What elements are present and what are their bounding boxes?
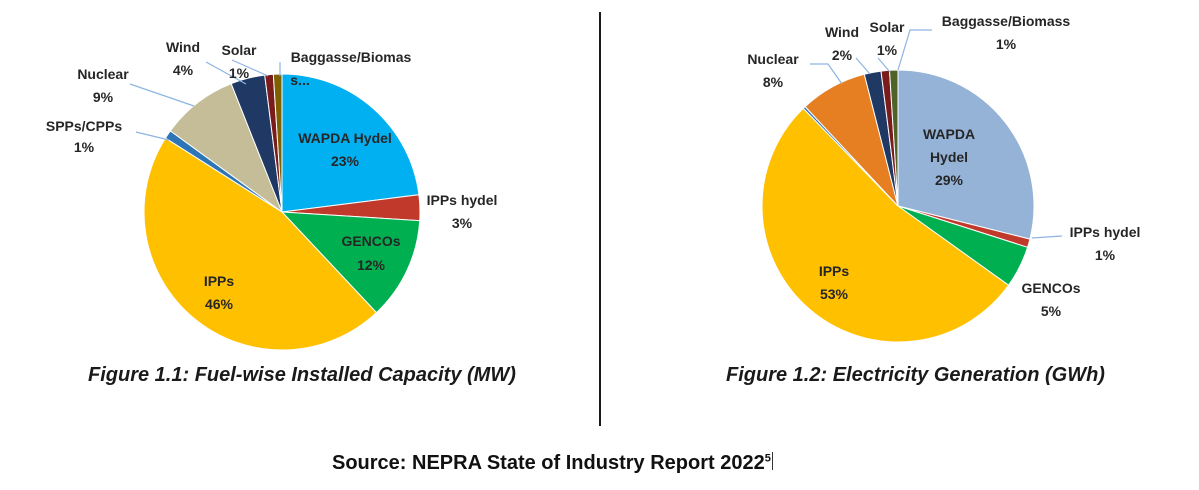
- leader-line-solar-2: [877, 57, 891, 73]
- pie-chart-electricity-generation: [761, 69, 1035, 343]
- label2-biomass-pct: 1%: [996, 36, 1017, 52]
- leader-line-nuclear: [129, 83, 195, 107]
- leader-line-nuclear-2: [810, 63, 843, 85]
- label2-solar-pct: 1%: [877, 42, 898, 58]
- label2-ippshydel-name: IPPs hydel: [1070, 224, 1141, 240]
- label2-ippshydel-pct: 1%: [1095, 247, 1116, 263]
- label-biomass-line1: Baggasse/Biomas: [291, 49, 412, 65]
- label2-gencos-pct: 5%: [1041, 303, 1062, 319]
- leader-line-ippshydel-2: [1031, 235, 1063, 239]
- label2-solar-name: Solar: [869, 19, 905, 35]
- label2-wind-pct: 2%: [832, 47, 853, 63]
- label-wind-pct: 4%: [173, 62, 194, 78]
- label2-gencos-name: GENCOs: [1021, 280, 1080, 296]
- label-spps-name: SPPs/CPPs: [46, 118, 122, 134]
- label-ippshydel-name: IPPs hydel: [427, 192, 498, 208]
- figure-caption-electricity-generation: Figure 1.2: Electricity Generation (GWh): [726, 364, 1105, 386]
- pie-slice-ipps: [761, 107, 1010, 343]
- pie-slice-wapda-hydel: [897, 69, 1035, 240]
- label2-wapda-pct: 29%: [935, 172, 964, 188]
- label-wapda-name: WAPDA Hydel: [298, 130, 392, 146]
- text-cursor-mark: [771, 452, 773, 470]
- pie-slice-ipps: [143, 137, 378, 351]
- leader-line-spps: [135, 131, 170, 141]
- label-nuclear-name: Nuclear: [77, 66, 129, 82]
- footnote-marker: 5: [764, 452, 771, 465]
- label2-wind-name: Wind: [825, 24, 859, 40]
- label2-wapda-line2: Hydel: [930, 149, 968, 165]
- source-note: Source: NEPRA State of Industry Report 2…: [332, 452, 773, 475]
- vertical-divider: [599, 12, 601, 426]
- label-nuclear-pct: 9%: [93, 89, 114, 105]
- label-solar-pct: 1%: [229, 65, 250, 81]
- leader-lines-chart1: [129, 59, 281, 141]
- leader-line-solar: [231, 59, 269, 77]
- pie-slice-baggasse-biomass: [272, 73, 283, 213]
- label-biomass-line2: s...: [290, 72, 309, 88]
- label-ippshydel-pct: 3%: [452, 215, 473, 231]
- label2-nuclear-name: Nuclear: [747, 51, 799, 67]
- label2-ipps-name: IPPs: [819, 263, 850, 279]
- leader-line-wind-2: [855, 57, 871, 75]
- label-ipps-name: IPPs: [204, 273, 235, 289]
- label-spps-pct: 1%: [74, 139, 95, 155]
- label-gencos-pct: 12%: [357, 257, 386, 273]
- label-wind-name: Wind: [166, 39, 200, 55]
- leader-lines-chart2: [810, 29, 1063, 239]
- data-labels-chart1: WAPDA Hydel 23% IPPs hydel 3% GENCOs 12%…: [46, 39, 498, 312]
- pie-slice-baggasse-biomass: [888, 69, 899, 207]
- label2-nuclear-pct: 8%: [763, 74, 784, 90]
- data-labels-chart2: WAPDA Hydel 29% IPPs hydel 1% GENCOs 5% …: [747, 13, 1140, 319]
- label-ipps-pct: 46%: [205, 296, 234, 312]
- label2-biomass-name: Baggasse/Biomass: [942, 13, 1071, 29]
- label-solar-name: Solar: [221, 42, 257, 58]
- label2-wapda-line1: WAPDA: [923, 126, 975, 142]
- label2-ipps-pct: 53%: [820, 286, 849, 302]
- label-wapda-pct: 23%: [331, 153, 360, 169]
- leader-line-wind: [205, 61, 247, 85]
- source-text: Source: NEPRA State of Industry Report 2…: [332, 452, 765, 474]
- label-gencos-name: GENCOs: [341, 233, 400, 249]
- pie-slice-gencos: [280, 211, 421, 314]
- figure-caption-installed-capacity: Figure 1.1: Fuel-wise Installed Capacity…: [88, 364, 516, 386]
- pie-chart-installed-capacity: [143, 73, 421, 351]
- pie-slice-wapda-hydel: [281, 73, 420, 213]
- leader-line-biomass-2: [897, 29, 932, 71]
